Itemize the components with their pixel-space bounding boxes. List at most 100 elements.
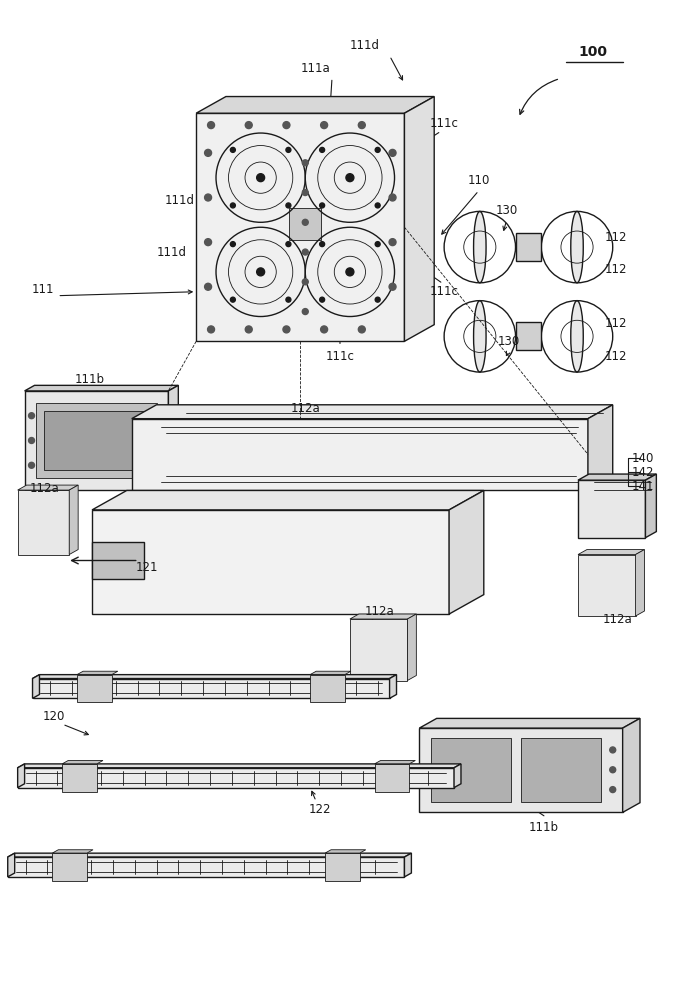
Circle shape [320, 297, 324, 302]
Polygon shape [92, 490, 484, 510]
Circle shape [320, 122, 328, 129]
Polygon shape [588, 405, 612, 490]
Circle shape [205, 194, 212, 201]
Polygon shape [332, 416, 341, 485]
Polygon shape [24, 391, 168, 490]
Ellipse shape [474, 211, 486, 283]
Polygon shape [7, 853, 412, 857]
Polygon shape [578, 550, 644, 555]
Polygon shape [32, 679, 389, 698]
Circle shape [257, 268, 264, 276]
Circle shape [231, 147, 235, 152]
Text: 140: 140 [631, 452, 654, 465]
Polygon shape [77, 675, 112, 702]
Text: 111b: 111b [75, 373, 105, 386]
FancyArrowPatch shape [208, 199, 212, 202]
FancyArrowPatch shape [201, 257, 212, 261]
Text: 130: 130 [498, 335, 520, 348]
Polygon shape [404, 97, 434, 341]
Circle shape [320, 147, 324, 152]
Text: 112: 112 [604, 263, 627, 276]
Circle shape [231, 203, 235, 208]
FancyArrowPatch shape [532, 808, 544, 816]
Ellipse shape [571, 211, 583, 283]
Circle shape [208, 122, 214, 129]
Polygon shape [168, 385, 178, 490]
Polygon shape [18, 485, 78, 490]
Circle shape [610, 747, 616, 753]
Text: 142: 142 [631, 466, 654, 479]
Text: 111d: 111d [156, 246, 187, 259]
Polygon shape [7, 857, 404, 877]
FancyArrowPatch shape [312, 791, 315, 799]
Polygon shape [454, 764, 461, 788]
Polygon shape [516, 233, 541, 261]
Circle shape [231, 242, 235, 247]
Text: 141: 141 [631, 480, 654, 493]
FancyArrowPatch shape [32, 492, 59, 496]
Text: 112a: 112a [291, 402, 320, 415]
Polygon shape [281, 421, 332, 485]
Circle shape [231, 297, 235, 302]
Circle shape [245, 326, 252, 333]
Circle shape [208, 326, 214, 333]
Circle shape [286, 203, 291, 208]
Circle shape [358, 326, 365, 333]
Polygon shape [32, 675, 39, 698]
Polygon shape [350, 614, 416, 619]
Circle shape [320, 242, 324, 247]
Text: 100: 100 [579, 45, 608, 59]
Polygon shape [350, 619, 408, 681]
FancyArrowPatch shape [371, 619, 375, 623]
FancyArrowPatch shape [299, 417, 303, 421]
Circle shape [205, 239, 212, 246]
Polygon shape [45, 411, 149, 470]
Circle shape [375, 297, 380, 302]
Polygon shape [92, 510, 449, 614]
Circle shape [28, 413, 34, 419]
Polygon shape [196, 113, 404, 341]
Polygon shape [289, 208, 321, 240]
Polygon shape [375, 764, 410, 792]
Polygon shape [18, 764, 24, 788]
Circle shape [245, 122, 252, 129]
Circle shape [346, 174, 354, 182]
Text: 112a: 112a [365, 605, 395, 618]
Polygon shape [132, 405, 612, 419]
Text: 111d: 111d [349, 39, 380, 52]
Text: 121: 121 [135, 561, 158, 574]
Text: 120: 120 [43, 710, 66, 723]
FancyArrowPatch shape [411, 133, 439, 151]
Circle shape [286, 242, 291, 247]
Circle shape [375, 147, 380, 152]
Circle shape [28, 438, 34, 443]
Text: 112a: 112a [30, 482, 59, 495]
FancyArrowPatch shape [520, 79, 558, 114]
Text: 111c: 111c [326, 350, 354, 363]
Polygon shape [196, 97, 434, 113]
Polygon shape [635, 550, 644, 616]
FancyArrowPatch shape [422, 269, 441, 282]
Circle shape [375, 242, 380, 247]
Polygon shape [7, 853, 15, 877]
Text: 111d: 111d [164, 194, 194, 207]
Circle shape [302, 249, 308, 255]
Circle shape [346, 268, 354, 276]
Circle shape [302, 309, 308, 315]
Circle shape [286, 297, 291, 302]
FancyArrowPatch shape [60, 290, 192, 296]
Circle shape [389, 194, 396, 201]
FancyArrowPatch shape [95, 388, 99, 392]
Text: 130: 130 [496, 204, 518, 217]
Circle shape [320, 326, 328, 333]
Polygon shape [310, 675, 345, 702]
Polygon shape [375, 760, 415, 764]
Circle shape [283, 122, 290, 129]
Polygon shape [18, 768, 454, 788]
Polygon shape [325, 853, 360, 881]
FancyArrowPatch shape [65, 725, 89, 735]
Circle shape [320, 203, 324, 208]
FancyArrowPatch shape [506, 351, 510, 356]
Polygon shape [52, 853, 87, 881]
Text: 111c: 111c [430, 285, 458, 298]
